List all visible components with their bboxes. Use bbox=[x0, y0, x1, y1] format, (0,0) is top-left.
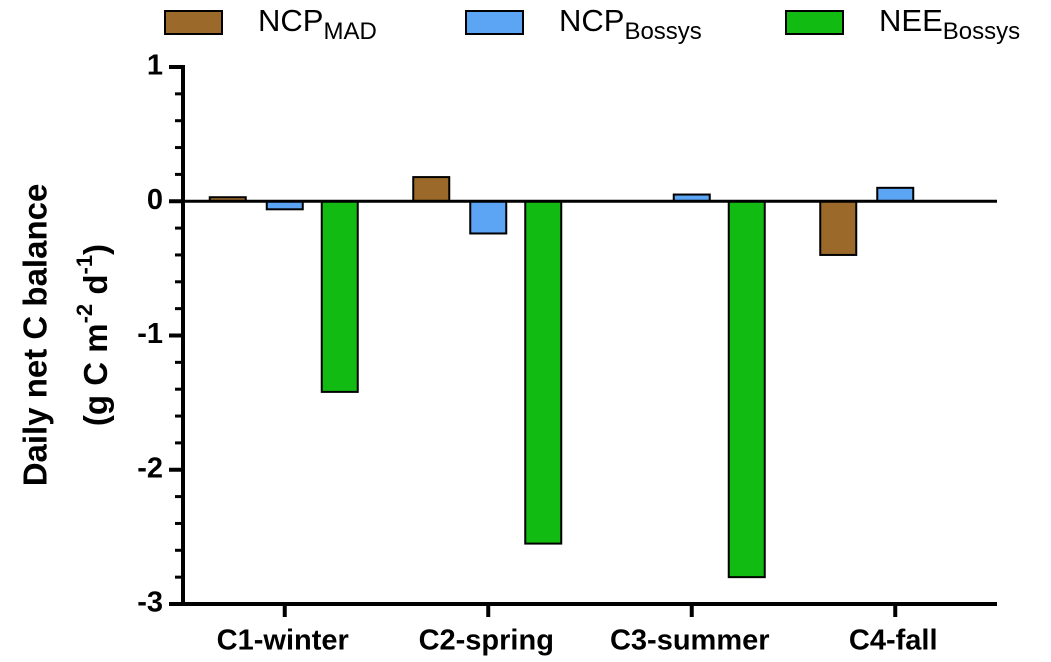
legend-name: NCP bbox=[559, 3, 624, 38]
bar bbox=[876, 186, 915, 203]
legend-label: NCPBossys bbox=[559, 3, 702, 45]
bar bbox=[819, 200, 858, 256]
legend-sub: MAD bbox=[323, 18, 376, 45]
legend-label: NEEBossys bbox=[879, 3, 1020, 45]
y-axis-label: Daily net C balance bbox=[17, 184, 54, 487]
y-label-sup: -1 bbox=[72, 255, 97, 275]
legend-sub: Bossys bbox=[943, 18, 1020, 45]
y-label-sup: -2 bbox=[72, 304, 97, 324]
y-label-part: d bbox=[77, 275, 114, 304]
legend-swatch bbox=[164, 10, 223, 35]
y-label-part: ) bbox=[77, 244, 114, 255]
y-tick-label: -3 bbox=[137, 587, 163, 619]
y-tick-label: -2 bbox=[137, 452, 163, 484]
y-tick-label: -1 bbox=[137, 318, 163, 350]
bar bbox=[727, 200, 766, 579]
x-tick-label: C3-summer bbox=[610, 625, 770, 657]
bar bbox=[320, 200, 359, 393]
y-axis-label-2: (g C m-2 d-1) bbox=[72, 244, 114, 426]
bar bbox=[469, 200, 508, 235]
legend-label: NCPMAD bbox=[258, 3, 377, 45]
y-tick-label: 0 bbox=[147, 184, 163, 216]
legend-sub: Bossys bbox=[624, 18, 701, 45]
legend-name: NCP bbox=[258, 3, 323, 38]
legend-name: NEE bbox=[879, 3, 943, 38]
y-label-part: (g C m bbox=[77, 323, 114, 426]
x-tick-label: C2-spring bbox=[419, 625, 554, 657]
legend-swatch bbox=[785, 10, 844, 35]
x-tick-label: C1-winter bbox=[217, 625, 349, 657]
bar bbox=[412, 176, 451, 203]
x-tick-label: C4-fall bbox=[849, 625, 938, 657]
bar bbox=[524, 200, 563, 545]
legend-swatch bbox=[465, 10, 524, 35]
y-tick-label: 1 bbox=[147, 50, 163, 82]
